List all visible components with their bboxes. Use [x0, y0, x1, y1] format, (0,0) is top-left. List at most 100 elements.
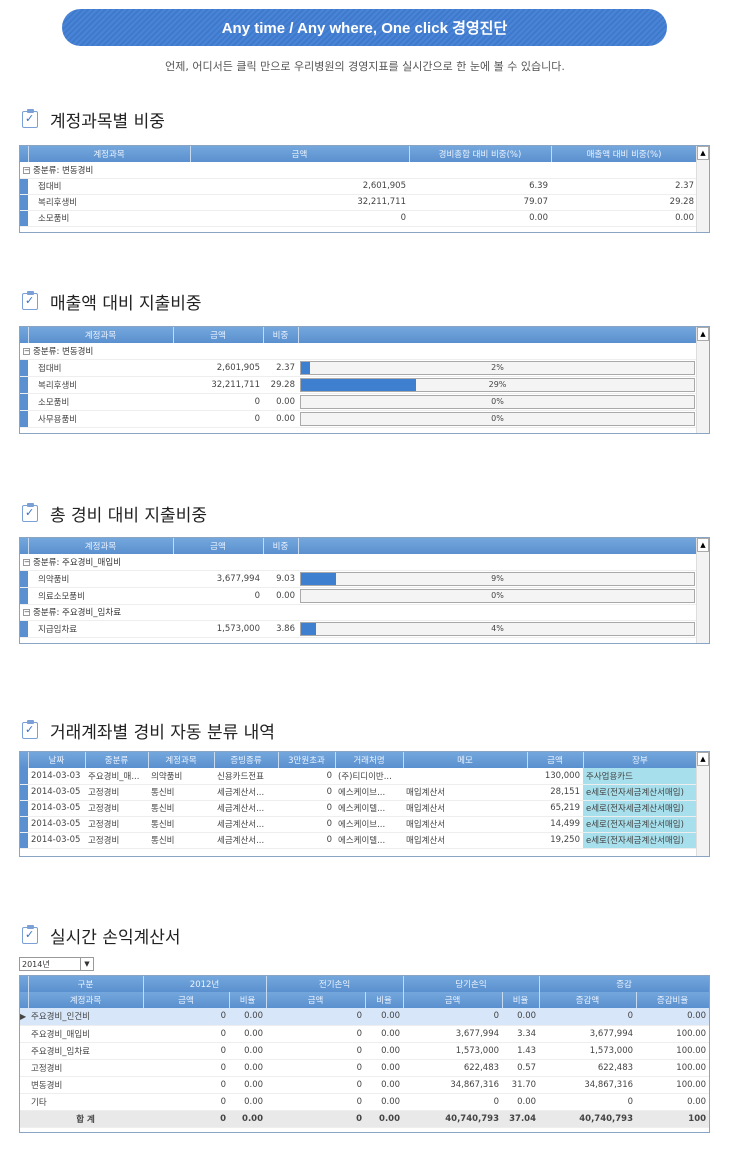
table-cell	[20, 194, 28, 211]
progress-bar: 29%	[300, 377, 695, 392]
table-cell: 주요경비_임차료	[28, 1042, 143, 1060]
table-cell: 0.00	[636, 1093, 709, 1111]
table-row[interactable]: 접대비 2,601,905 2.37 2%	[20, 359, 697, 377]
group-row[interactable]: − 중분류: 주요경비_임차료	[20, 604, 697, 621]
col-header[interactable]: 금액	[266, 992, 366, 1008]
header-cell	[298, 538, 698, 554]
table-cell: 622,483	[403, 1059, 503, 1077]
scroll-up-icon[interactable]: ▲	[697, 146, 709, 160]
scrollbar[interactable]: ▲	[696, 146, 709, 232]
col-header[interactable]: 2012년	[143, 976, 267, 992]
col-header[interactable]: 계정과목	[28, 327, 174, 343]
col-header[interactable]: 날짜	[28, 752, 86, 768]
col-header[interactable]: 금액	[190, 146, 410, 162]
table-cell: 0	[266, 1093, 366, 1111]
table-cell: e세로(전자세금계산서매입)	[583, 816, 697, 833]
col-header[interactable]: 금액	[143, 992, 230, 1008]
group-row[interactable]: − 중분류: 변동경비	[20, 343, 697, 360]
table-cell: 0	[266, 1042, 366, 1060]
col-header[interactable]: 비율	[502, 992, 540, 1008]
table-row[interactable]: 복리후생비 32,211,711 29.28 29%	[20, 376, 697, 394]
col-header[interactable]: 계정과목	[28, 146, 191, 162]
table-cell: 세금계산서...	[214, 784, 278, 801]
table-row[interactable]: 의료소모품비 0 0.00 0%	[20, 587, 697, 605]
col-header[interactable]: 증감비율	[636, 992, 709, 1008]
scrollbar[interactable]: ▲	[696, 538, 709, 643]
table-row[interactable]: 사무용품비 0 0.00 0%	[20, 410, 697, 428]
table-cell: 통신비	[148, 832, 214, 849]
table-cell: 4%	[298, 620, 697, 638]
col-header[interactable]: 계정과목	[28, 538, 174, 554]
col-header[interactable]: 매출액 대비 비중(%)	[551, 146, 698, 162]
sales-ratio-grid: 계정과목 금액 비중 − 중분류: 변동경비 접대비 2,601,905 2.37…	[19, 326, 710, 434]
collapse-icon[interactable]: −	[23, 165, 30, 174]
col-header[interactable]: 거래처명	[335, 752, 404, 768]
table-row[interactable]: 소모품비 0 0.00 0%	[20, 393, 697, 411]
scroll-up-icon[interactable]: ▲	[697, 327, 709, 341]
col-header[interactable]: 증감액	[539, 992, 637, 1008]
table-row[interactable]: 주요경비_매입비 0 0.00 0 0.00 3,677,994 3.34 3,677,9…	[20, 1025, 709, 1043]
year-select[interactable]: 2014년 ▼	[19, 957, 94, 971]
table-cell: 65,219	[527, 800, 583, 817]
table-cell: 2014-03-03	[28, 768, 85, 785]
table-row[interactable]: 고정경비 0 0.00 0 0.00 622,483 0.57 622,483 100.00	[20, 1059, 709, 1077]
table-cell: 29.28	[551, 194, 697, 211]
table-row[interactable]: 접대비 2,601,905 6.39 2.37	[20, 178, 697, 195]
col-header[interactable]: 구분	[28, 976, 144, 992]
table-row[interactable]: 주요경비_임차료 0 0.00 0 0.00 1,573,000 1.43 1,573,0…	[20, 1042, 709, 1060]
table-cell	[20, 1109, 28, 1128]
col-header[interactable]: 계정과목	[148, 752, 215, 768]
table-row[interactable]: 기타 0 0.00 0 0.00 0 0.00 0 0.00	[20, 1093, 709, 1111]
col-header[interactable]: 금액	[173, 538, 264, 554]
col-header[interactable]: 전기손익	[266, 976, 404, 992]
scrollbar[interactable]: ▲	[696, 752, 709, 856]
collapse-icon[interactable]: −	[23, 557, 30, 566]
chevron-down-icon[interactable]: ▼	[80, 958, 93, 970]
col-header[interactable]: 금액	[527, 752, 584, 768]
group-row[interactable]: − 중분류: 변동경비	[20, 162, 697, 179]
col-header[interactable]: 중분류	[85, 752, 149, 768]
col-header[interactable]: 증빙종류	[214, 752, 279, 768]
table-row[interactable]: 변동경비 0 0.00 0 0.00 34,867,316 31.70 34,867,31…	[20, 1076, 709, 1094]
table-row[interactable]: ▶ 주요경비_인건비 0 0.00 0 0.00 0 0.00 0 0.00	[20, 1008, 709, 1026]
table-cell: 0	[143, 1059, 229, 1077]
table-cell: 2,601,905	[173, 359, 263, 377]
collapse-icon[interactable]: −	[23, 346, 30, 355]
col-header[interactable]: 금액	[173, 327, 264, 343]
col-header[interactable]: 비중	[263, 327, 299, 343]
col-header[interactable]: 증감	[539, 976, 709, 992]
table-cell: 14,499	[527, 816, 583, 833]
collapse-icon[interactable]: −	[23, 608, 30, 616]
col-header[interactable]: 비율	[365, 992, 404, 1008]
table-cell: 0.00	[229, 1076, 267, 1094]
table-cell: 0.00	[365, 1093, 404, 1111]
table-cell: 0	[266, 1109, 366, 1128]
col-header[interactable]: 장부	[583, 752, 698, 768]
table-row[interactable]: 지급임차료 1,573,000 3.86 4%	[20, 620, 697, 638]
table-row[interactable]: 복리후생비 32,211,711 79.07 29.28	[20, 194, 697, 211]
table-cell: 3,677,994	[403, 1025, 503, 1043]
col-header[interactable]: 메모	[403, 752, 528, 768]
table-cell	[20, 1093, 28, 1111]
table-cell: 0.00	[365, 1059, 404, 1077]
table-cell: 0	[266, 1008, 366, 1026]
table-row[interactable]: 의약품비 3,677,994 9.03 9%	[20, 570, 697, 588]
table-row[interactable]: 소모품비 0 0.00 0.00	[20, 210, 697, 227]
table-cell: 세금계산서...	[214, 800, 278, 817]
table-row[interactable]: 2014-03-03 주요경비_매... 의약품비 신용카드전표 0 (주)티디이반..…	[20, 768, 697, 785]
table-row[interactable]: 2014-03-05 고정경비 통신비 세금계산서... 0 에스케이텔... 매입계산…	[20, 832, 697, 849]
col-header[interactable]: 금액	[403, 992, 503, 1008]
col-header[interactable]: 비중	[263, 538, 299, 554]
table-row[interactable]: 2014-03-05 고정경비 통신비 세금계산서... 0 에스케이텔... 매입계산…	[20, 800, 697, 817]
col-header[interactable]: 3만원초과	[278, 752, 336, 768]
col-header[interactable]: 경비총합 대비 비중(%)	[409, 146, 552, 162]
scroll-up-icon[interactable]: ▲	[697, 752, 709, 766]
table-row[interactable]: 2014-03-05 고정경비 통신비 세금계산서... 0 에스케이브... 매입계산…	[20, 816, 697, 833]
scrollbar[interactable]: ▲	[696, 327, 709, 433]
col-header[interactable]: 당기손익	[403, 976, 540, 992]
col-header[interactable]: 비율	[229, 992, 267, 1008]
group-row[interactable]: − 중분류: 주요경비_매입비	[20, 554, 697, 571]
scroll-up-icon[interactable]: ▲	[697, 538, 709, 552]
col-header[interactable]: 계정과목	[28, 992, 144, 1008]
table-row[interactable]: 2014-03-05 고정경비 통신비 세금계산서... 0 에스케이브... 매입계산…	[20, 784, 697, 801]
